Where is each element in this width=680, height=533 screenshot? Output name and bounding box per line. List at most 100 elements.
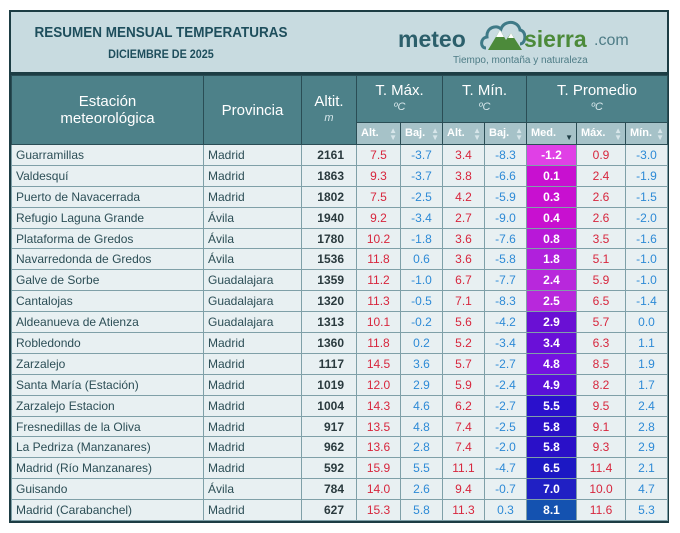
title-bar: RESUMEN MENSUAL TEMPERATURAS DICIEMBRE D…	[11, 12, 667, 75]
table-row: Zarzalejo Madrid 1117 14.5 3.6 5.7 -2.7 4.8 8.5 1…	[11, 352, 669, 375]
tmax-low: -3.7	[400, 164, 443, 187]
tmax-high: 12.0	[356, 373, 401, 396]
avg-min: -2.0	[625, 206, 669, 229]
province: Madrid	[203, 185, 302, 208]
station-name: Madrid (Carabanchel)	[11, 499, 204, 522]
altitude: 1320	[301, 290, 357, 313]
avg-min: 2.1	[625, 457, 669, 480]
tmin-high: 5.9	[442, 373, 485, 396]
tmin-low: -2.7	[483, 352, 528, 375]
table-row: Valdesquí Madrid 1863 9.3 -3.7 3.8 -6.6 0.1 2.4-…	[11, 164, 669, 187]
tmax-low: -0.2	[400, 311, 443, 334]
avg-mean: 2.5	[526, 290, 578, 313]
avg-mean: 5.5	[526, 394, 578, 417]
province: Guadalajara	[203, 290, 302, 313]
tmax-low: -2.5	[400, 185, 443, 208]
sort-tmax-low[interactable]: Baj. ▲ ▼	[400, 122, 443, 145]
avg-max: 10.0	[576, 478, 627, 501]
logo-meteo: meteo	[398, 26, 466, 52]
sub-header-label: Alt.	[361, 127, 379, 139]
avg-mean: 5.8	[526, 415, 578, 438]
avg-min: -1.4	[625, 290, 669, 313]
sub-header-label: Máx.	[581, 127, 606, 139]
altitude: 1004	[301, 394, 357, 417]
avg-min: -1.9	[625, 164, 669, 187]
tmin-high: 7.4	[442, 436, 485, 459]
avg-mean: 2.9	[526, 311, 578, 334]
avg-max: 2.6	[576, 206, 627, 229]
table-row: Galve de Sorbe Guadalajara 1359 11.2 -1.0 6.7…	[11, 269, 669, 292]
tmin-label: T. Mín.	[462, 82, 508, 99]
avg-min: 2.9	[625, 436, 669, 459]
sort-avg-min[interactable]: Mín. ▲ ▼	[625, 122, 669, 145]
station-name: Puerto de Navacerrada	[11, 185, 204, 208]
tmin-low: -7.7	[483, 269, 528, 292]
tmin-low: -4.2	[483, 311, 528, 334]
avg-mean: 1.8	[526, 248, 578, 271]
station-name: Guisando	[11, 478, 204, 501]
sort-tmin-low[interactable]: Baj. ▲ ▼	[483, 122, 528, 145]
province: Madrid	[203, 144, 302, 166]
tmax-low: -1.8	[400, 227, 443, 250]
avg-max: 2.6	[576, 185, 627, 208]
sort-arrows-icon: ▲ ▼	[473, 126, 481, 142]
station-name: Madrid (Río Manzanares)	[11, 457, 204, 480]
avg-max: 6.3	[576, 332, 627, 354]
tmax-low: -3.7	[400, 144, 443, 166]
avg-max: 3.5	[576, 227, 627, 250]
tmin-low: -7.6	[483, 227, 528, 250]
header-station: Estación meteorológica	[11, 75, 204, 145]
altitude: 1802	[301, 185, 357, 208]
avg-min: -1.0	[625, 269, 669, 292]
tmax-low: 3.6	[400, 352, 443, 375]
tmin-high: 5.6	[442, 311, 485, 334]
tmin-high: 4.2	[442, 185, 485, 208]
temperature-table: Estación meteorológica Provincia Altit. m…	[11, 75, 669, 522]
province: Guadalajara	[203, 311, 302, 334]
altitude: 1117	[301, 352, 357, 375]
station-name: Plataforma de Gredos	[11, 227, 204, 250]
avg-min: 5.3	[625, 499, 669, 522]
avg-max: 5.7	[576, 311, 627, 334]
page-title: RESUMEN MENSUAL TEMPERATURAS	[34, 24, 288, 41]
tmin-low: -8.3	[483, 144, 528, 166]
sort-tmax-high[interactable]: Alt. ▲ ▼	[356, 122, 401, 145]
logo-tagline: Tiempo, montaña y naturaleza	[453, 55, 588, 66]
table-row: Robledondo Madrid 1360 11.8 0.2 5.2 -3.4 3.4 6.3…	[11, 332, 669, 354]
tavg-unit: ºC	[591, 101, 603, 113]
logo-sierra: sierra	[524, 26, 587, 52]
sub-header-label: Baj.	[489, 127, 510, 139]
table-row: Navarredonda de Gredos Ávila 1536 11.8 0.6 3.…	[11, 248, 669, 271]
sort-avg-max[interactable]: Máx. ▲ ▼	[576, 122, 627, 145]
tmax-unit: ºC	[393, 101, 406, 113]
meteosierra-logo: meteo sierra .com Tiempo, montaña y natu…	[398, 18, 638, 68]
sort-avg-mean[interactable]: Med. ▼	[526, 122, 578, 145]
table-row: Fresnedillas de la Oliva Madrid 917 13.5 4.8…	[11, 415, 669, 438]
altitude: 627	[301, 499, 357, 522]
logo-com: .com	[594, 32, 629, 49]
tmax-high: 14.3	[356, 394, 401, 417]
avg-max: 8.5	[576, 352, 627, 375]
tmin-low: 0.3	[483, 499, 528, 522]
sort-tmin-high[interactable]: Alt. ▲ ▼	[442, 122, 485, 145]
station-name: Robledondo	[11, 332, 204, 354]
sort-arrows-icon: ▲ ▼	[614, 126, 623, 142]
avg-max: 5.1	[576, 248, 627, 271]
tmin-high: 6.7	[442, 269, 485, 292]
avg-mean: 8.1	[526, 499, 578, 522]
table-row: Zarzalejo Estacion Madrid 1004 14.3 4.6 6.2 -2…	[11, 394, 669, 417]
sub-header-label: Mín.	[630, 127, 653, 139]
tmax-low: 5.5	[400, 457, 443, 480]
station-name: Fresnedillas de la Oliva	[11, 415, 204, 438]
tmin-low: -2.5	[483, 415, 528, 438]
avg-mean: 3.4	[526, 332, 578, 354]
tmax-low: 5.8	[400, 499, 443, 522]
page-subtitle: DICIEMBRE DE 2025	[108, 47, 214, 61]
sort-arrows-icon: ▲ ▼	[431, 126, 439, 142]
station-name: La Pedriza (Manzanares)	[11, 436, 204, 459]
province: Ávila	[203, 248, 302, 271]
province: Madrid	[203, 415, 302, 438]
cloud-mountain-icon	[480, 20, 526, 50]
tmin-high: 2.7	[442, 206, 485, 229]
altitude: 1780	[301, 227, 357, 250]
